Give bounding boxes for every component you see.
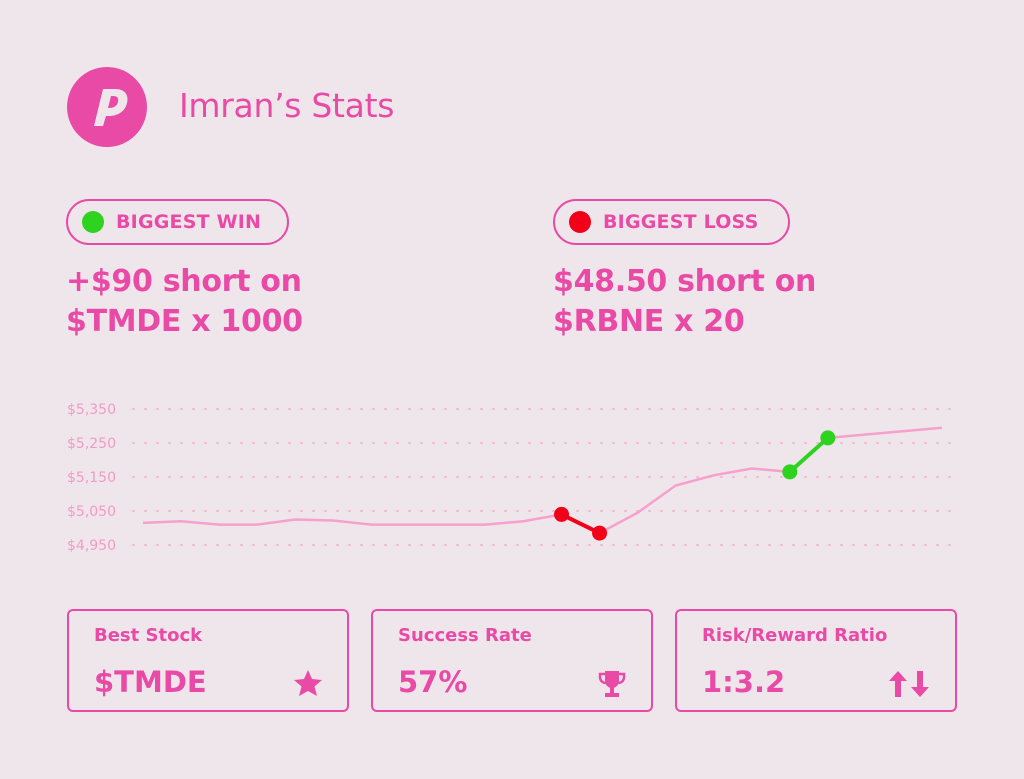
biggest-win-line2: $TMDE x 1000 [66, 304, 303, 339]
biggest-loss-line1: $48.50 short on [553, 264, 817, 299]
biggest-win-text: +$90 short on $TMDE x 1000 [66, 262, 303, 342]
best-stock-card: Best Stock $TMDE [67, 609, 349, 712]
y-tick-label: $5,350 [67, 402, 116, 418]
highlight-point [592, 525, 608, 541]
biggest-win-badge: BIGGEST WIN [66, 199, 289, 245]
y-tick-label: $4,950 [67, 538, 116, 554]
highlight-segment [788, 436, 830, 474]
balance-line-chart: $5,350 $5,250 $5,150 $5,050 $4,950 [67, 402, 959, 554]
success-rate-label: Success Rate [398, 625, 532, 646]
brand-logo-icon [67, 67, 147, 147]
page-title: Imran’s Stats [179, 86, 395, 125]
biggest-win-line1: +$90 short on [66, 264, 302, 299]
highlight-point [820, 430, 836, 446]
highlight-point [782, 464, 798, 480]
success-rate-card: Success Rate 57% [371, 609, 653, 712]
highlight-point [554, 506, 570, 522]
biggest-win-label: BIGGEST WIN [116, 211, 262, 233]
risk-reward-label: Risk/Reward Ratio [702, 625, 888, 646]
risk-reward-value: 1:3.2 [702, 665, 786, 699]
biggest-loss-text: $48.50 short on $RBNE x 20 [553, 262, 816, 342]
red-dot-icon [569, 211, 591, 233]
best-stock-value: $TMDE [94, 665, 207, 699]
trophy-icon [598, 671, 626, 697]
star-icon [294, 670, 322, 696]
up-down-arrows-icon [889, 671, 929, 697]
green-dot-icon [82, 211, 104, 233]
y-tick-label: $5,250 [67, 436, 116, 452]
biggest-loss-label: BIGGEST LOSS [603, 211, 759, 233]
success-rate-value: 57% [398, 665, 468, 699]
risk-reward-card: Risk/Reward Ratio 1:3.2 [675, 609, 957, 712]
y-tick-label: $5,150 [67, 470, 116, 486]
y-tick-label: $5,050 [67, 504, 116, 520]
best-stock-label: Best Stock [94, 625, 203, 646]
biggest-loss-line2: $RBNE x 20 [553, 304, 745, 339]
biggest-loss-badge: BIGGEST LOSS [553, 199, 790, 245]
